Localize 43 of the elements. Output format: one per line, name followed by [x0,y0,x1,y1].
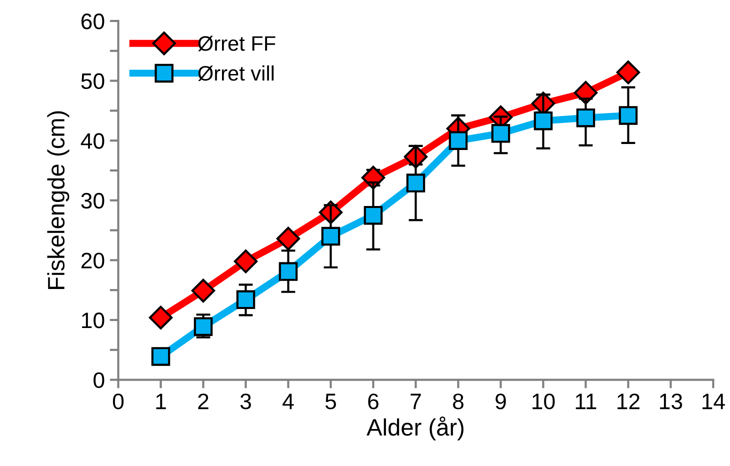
y-tick-label: 50 [81,73,104,90]
y-tick-label: 0 [94,372,104,388]
y-tick-label: 10 [82,312,104,328]
point [576,108,596,128]
y-tick-label: 30 [81,192,104,209]
x-tick-label: 13 [660,394,682,410]
x-tick-label: 0 [112,394,124,410]
point [448,131,468,150]
x-tick-label: 8 [453,394,464,410]
y-tick-label: 60 [81,14,104,30]
y-tick-label: 40 [80,133,104,149]
point [151,347,170,366]
point [618,106,638,125]
point [276,226,300,250]
x-tick-label: 1 [156,394,166,410]
point [616,60,640,84]
x-tick-label: 10 [532,394,555,410]
legend-label: Ørret FF [198,36,276,52]
x-tick-label: 7 [410,394,421,410]
x-tick-label: 14 [702,394,725,410]
y-tick-label: 20 [81,252,104,268]
x-tick-label: 6 [368,394,378,410]
y-axis-title: Fiskelengde (cm) [47,111,70,289]
x-tick-label: 5 [325,394,336,410]
point [234,250,258,274]
point [491,124,510,143]
point [194,317,213,336]
point [364,206,383,225]
x-tick-label: 11 [576,394,596,410]
point [534,111,553,130]
x-tick-label: 3 [240,394,251,410]
legend-label: Ørret vill [198,65,274,82]
point [148,306,173,330]
point [236,290,256,310]
x-tick-label: 12 [618,394,640,410]
x-axis-title: Alder (år) [366,416,464,440]
point [278,262,298,281]
point [406,174,426,192]
x-tick-label: 2 [198,394,208,410]
x-tick-label: 9 [496,394,506,410]
point [321,226,340,246]
point [191,278,216,303]
x-tick-label: 4 [282,394,294,410]
